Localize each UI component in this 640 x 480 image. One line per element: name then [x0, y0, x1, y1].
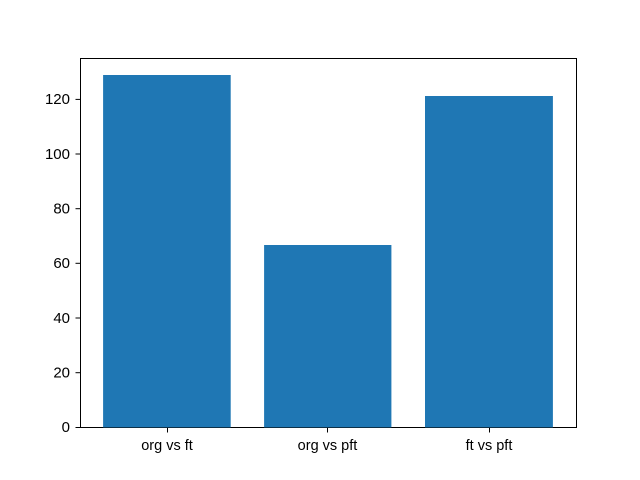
svg-text:org vs ft: org vs ft: [141, 438, 193, 454]
svg-text:20: 20: [53, 365, 70, 382]
svg-text:0: 0: [62, 419, 70, 436]
svg-text:ft vs pft: ft vs pft: [466, 438, 513, 454]
svg-text:120: 120: [45, 91, 70, 108]
svg-text:org vs pft: org vs pft: [298, 438, 358, 454]
svg-text:80: 80: [53, 201, 70, 218]
svg-text:100: 100: [45, 146, 70, 163]
svg-text:40: 40: [53, 310, 70, 327]
svg-text:60: 60: [53, 255, 70, 272]
